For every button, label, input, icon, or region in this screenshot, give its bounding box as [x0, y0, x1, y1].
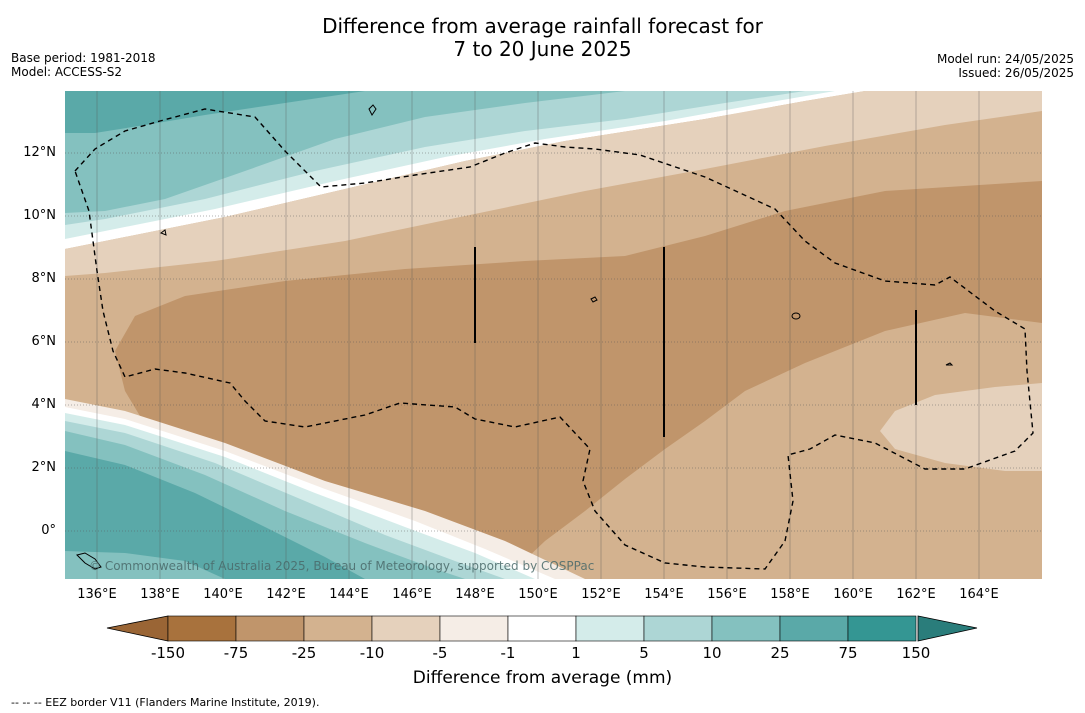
- colorbar-tick: 10: [702, 644, 722, 662]
- rainfall-map: [65, 91, 1042, 579]
- lat-label: 8°N: [31, 271, 57, 286]
- lon-label: 136°E: [77, 587, 117, 602]
- colorbar-tick: -75: [223, 644, 249, 662]
- rainfall-map-svg: [65, 91, 1042, 579]
- lon-label: 162°E: [896, 587, 936, 602]
- lon-label: 160°E: [833, 587, 873, 602]
- colorbar-title: Difference from average (mm): [412, 668, 673, 688]
- colorbar-tick: 25: [770, 644, 790, 662]
- colorbar-tick: -10: [359, 644, 385, 662]
- lon-label: 156°E: [707, 587, 747, 602]
- lon-label: 142°E: [266, 587, 306, 602]
- transect-lines: [474, 247, 917, 437]
- lon-label: 140°E: [203, 587, 243, 602]
- lon-gridlines: [96, 91, 980, 579]
- model-text: Model: ACCESS-S2: [11, 65, 123, 79]
- copyright-text: © Commonwealth of Australia 2025, Bureau…: [89, 559, 595, 573]
- map-title-line-1: Difference from average rainfall forecas…: [322, 14, 763, 38]
- lon-label: 150°E: [518, 587, 558, 602]
- lat-label: 4°N: [31, 397, 57, 412]
- lon-label: 164°E: [959, 587, 999, 602]
- band-10-south-inner: [65, 551, 225, 579]
- lon-label: 158°E: [770, 587, 810, 602]
- lon-label: 152°E: [581, 587, 621, 602]
- lon-label: 144°E: [329, 587, 369, 602]
- island-outlines: [76, 104, 954, 570]
- colorbar-segments: [167, 615, 917, 642]
- colorbar-segment: [575, 615, 645, 642]
- base-period-text: Base period: 1981-2018: [11, 51, 156, 65]
- colorbar: [106, 615, 978, 642]
- lat-gridlines: [65, 152, 1042, 532]
- colorbar-segment: [643, 615, 713, 642]
- colorbar-tick: -150: [150, 644, 186, 662]
- band-minus-10-north: [65, 91, 1042, 276]
- colorbar-segment: [507, 615, 577, 642]
- colorbar-segment: [303, 615, 373, 642]
- lat-label: 10°N: [23, 208, 56, 223]
- map-title-line-2: 7 to 20 June 2025: [453, 37, 632, 61]
- colorbar-tick: -5: [432, 644, 448, 662]
- meta-right: Model run: 24/05/2025 Issued: 26/05/2025: [937, 52, 1074, 80]
- colorbar-segment: [235, 615, 305, 642]
- lon-label: 148°E: [455, 587, 495, 602]
- issued-text: Issued: 26/05/2025: [958, 66, 1074, 80]
- model-run-text: Model run: 24/05/2025: [936, 52, 1074, 66]
- colorbar-segment: [371, 615, 441, 642]
- lon-label: 154°E: [644, 587, 684, 602]
- colorbar-under-arrow: [106, 615, 169, 642]
- lat-label: 2°N: [31, 460, 57, 475]
- lon-label: 138°E: [140, 587, 180, 602]
- lat-label: 0°: [41, 523, 56, 538]
- lon-label: 146°E: [392, 587, 432, 602]
- band-25-north: [65, 91, 365, 133]
- meta-left: Base period: 1981-2018 Model: ACCESS-S2: [11, 51, 156, 79]
- colorbar-segment: [167, 615, 237, 642]
- band-minus-75-core: [115, 181, 1042, 579]
- colorbar-segment: [847, 615, 917, 642]
- eez-border-palau-guam: [74, 108, 1034, 570]
- band-10-north: [65, 91, 625, 213]
- colorbar-tick: -1: [500, 644, 516, 662]
- colorbar-tick: 5: [639, 644, 649, 662]
- colorbar-tick: 75: [838, 644, 858, 662]
- colorbar-segment: [779, 615, 849, 642]
- colorbar-segment: [439, 615, 509, 642]
- lat-label: 6°N: [31, 334, 57, 349]
- colorbar-tick: -25: [291, 644, 317, 662]
- colorbar-tick: 150: [901, 644, 931, 662]
- colorbar-tick: 1: [571, 644, 581, 662]
- colorbar-over-arrow: [917, 615, 978, 642]
- lat-label: 12°N: [23, 145, 56, 160]
- colorbar-segment: [711, 615, 781, 642]
- eez-footer-note: -- -- -- EEZ border V11 (Flanders Marine…: [11, 696, 320, 709]
- band-25-south: [65, 451, 365, 579]
